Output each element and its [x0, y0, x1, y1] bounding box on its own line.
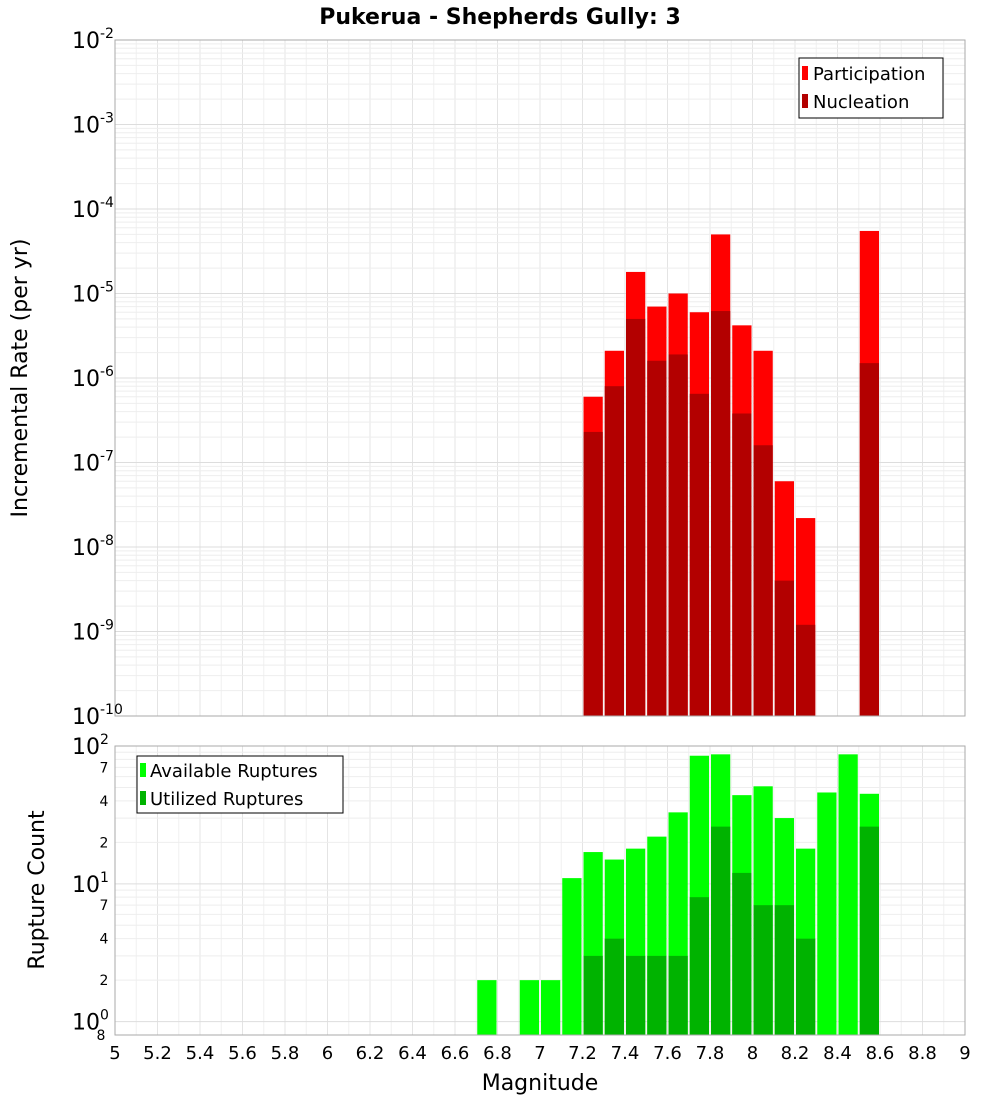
x-tick-label: 6	[322, 1043, 333, 1064]
bottom-legend-box	[136, 755, 344, 814]
x-tick-label: 8.8	[908, 1043, 937, 1064]
bar	[604, 386, 624, 716]
legend-swatch-utilized	[140, 791, 146, 805]
bar	[541, 980, 561, 1035]
bar	[753, 445, 773, 716]
bar	[689, 393, 709, 716]
x-tick-label: 6.6	[441, 1043, 470, 1064]
top-plot: 10-10 10-9 10-8 10-7 10-6 10-5 10-4 10-3 10-2 In…	[8, 26, 966, 730]
y-minor-tick-label: 2	[100, 973, 109, 989]
y-minor-tick-label: 2	[100, 835, 109, 851]
top-y-ticks: 10-10 10-9 10-8 10-7 10-6 10-5 10-4 10-3 10-2	[72, 26, 123, 730]
x-tick-label: 8.4	[823, 1043, 852, 1064]
y-tick-label: 10-8	[72, 533, 114, 561]
x-ticks: 5 5.2 5.4 5.6 5.8 6 6.2 6.4 6.6 6.8 7 7.2 7.4 7.6 7.8 8…	[109, 1043, 970, 1064]
legend-label-nucleation: Nucleation	[813, 92, 909, 113]
bar	[583, 955, 603, 1035]
legend-swatch-available	[140, 763, 146, 777]
top-legend: Participation Nucleation	[798, 57, 944, 119]
x-tick-label: 6.2	[356, 1043, 385, 1064]
bar	[604, 938, 624, 1035]
chart-title: Pukerua - Shepherds Gully: 3	[319, 5, 681, 30]
x-tick-label: 5.8	[271, 1043, 300, 1064]
top-legend-box	[798, 57, 944, 119]
bar	[859, 363, 879, 716]
top-y-axis-label: Incremental Rate (per yr)	[8, 239, 33, 518]
y-tick-label: 101	[72, 870, 109, 898]
bottom-legend: Available Ruptures Utilized Ruptures	[136, 755, 344, 814]
y-tick-label: 10-10	[72, 702, 123, 730]
x-tick-label: 8.6	[866, 1043, 895, 1064]
y-minor-tick-label: 4	[100, 932, 109, 948]
bar	[796, 624, 816, 716]
bottom-bars	[477, 754, 879, 1035]
x-tick-label: 8	[747, 1043, 758, 1064]
y-minor-tick-label: 4	[100, 794, 109, 810]
bottom-y-axis-label: Rupture Count	[25, 810, 50, 970]
x-tick-label: 7.2	[568, 1043, 597, 1064]
x-tick-label: 7.8	[696, 1043, 725, 1064]
x-tick-label: 7.4	[611, 1043, 640, 1064]
bar	[583, 431, 603, 716]
bar	[753, 905, 773, 1035]
x-tick-label: 8.2	[781, 1043, 810, 1064]
bar	[732, 872, 752, 1035]
bar	[477, 980, 497, 1035]
bar	[519, 980, 539, 1035]
bar	[711, 311, 731, 716]
bar	[647, 955, 667, 1035]
bottom-plot: 100 101 102 2 4 7 2 4 7 8 Rupture Count Available…	[25, 732, 971, 1096]
top-bars	[583, 230, 879, 717]
bar	[774, 580, 794, 716]
y-tick-label: 102	[72, 732, 109, 760]
y-minor-tick-label: 7	[100, 760, 109, 776]
legend-label-participation: Participation	[813, 64, 925, 85]
x-tick-label: 7.6	[653, 1043, 682, 1064]
bar	[796, 938, 816, 1035]
top-plot-border	[114, 39, 966, 717]
y-minor-tick-label: 7	[100, 898, 109, 914]
x-tick-label: 5.6	[228, 1043, 257, 1064]
legend-label-available: Available Ruptures	[150, 761, 318, 782]
bar	[626, 318, 646, 716]
y-tick-label: 10-2	[72, 26, 114, 54]
x-axis-label: Magnitude	[482, 1071, 599, 1096]
y-minor-tick-label: 8	[97, 1028, 106, 1044]
x-tick-label: 6.4	[398, 1043, 427, 1064]
legend-label-utilized: Utilized Ruptures	[150, 789, 303, 810]
bar	[711, 826, 731, 1035]
bar	[838, 754, 858, 1035]
bar	[817, 792, 837, 1035]
y-tick-label: 10-9	[72, 618, 114, 646]
x-tick-label: 5.2	[143, 1043, 172, 1064]
y-tick-label: 10-7	[72, 449, 114, 477]
x-tick-label: 5	[109, 1043, 120, 1064]
x-tick-label: 9	[959, 1043, 970, 1064]
legend-swatch-participation	[802, 66, 808, 80]
bar	[732, 413, 752, 716]
bar	[626, 955, 646, 1035]
bar	[668, 354, 688, 716]
bar	[668, 955, 688, 1035]
bar	[689, 897, 709, 1035]
bar	[859, 826, 879, 1035]
y-tick-label: 10-4	[72, 195, 114, 223]
bar	[562, 878, 582, 1035]
y-tick-label: 10-6	[72, 364, 114, 392]
top-grid	[114, 40, 966, 717]
bar	[647, 360, 667, 716]
y-tick-label: 100	[72, 1008, 109, 1036]
x-tick-label: 5.4	[186, 1043, 215, 1064]
y-tick-label: 10-3	[72, 111, 114, 139]
y-tick-label: 10-5	[72, 280, 114, 308]
bar	[774, 905, 794, 1035]
x-tick-label: 6.8	[483, 1043, 512, 1064]
bottom-y-ticks: 100 101 102 2 4 7 2 4 7 8	[72, 732, 109, 1044]
x-tick-label: 7	[534, 1043, 545, 1064]
bottom-plot-border	[114, 745, 966, 1036]
legend-swatch-nucleation	[802, 94, 808, 108]
